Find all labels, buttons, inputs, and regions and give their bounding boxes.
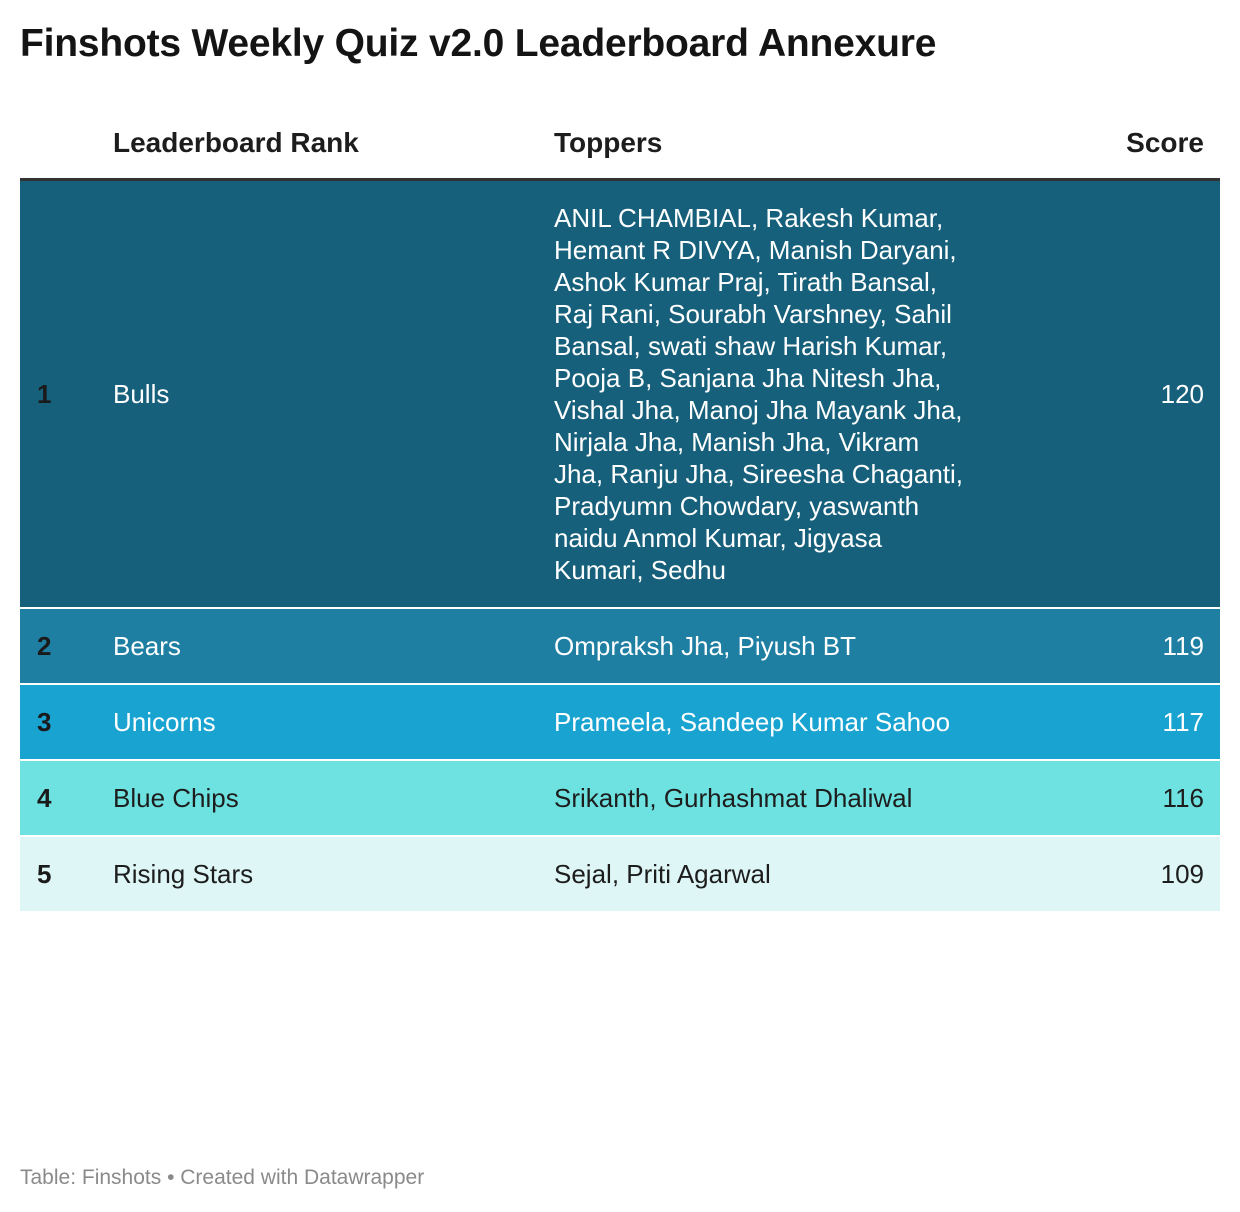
table-header-row: Leaderboard Rank Toppers Score (20, 108, 1220, 181)
score-cell: 117 (994, 684, 1220, 761)
score-cell: 109 (994, 836, 1220, 913)
row-number-cell: 3 (20, 684, 113, 761)
toppers-cell: Srikanth, Gurhashmat Dhaliwal (554, 760, 994, 837)
source-footer: Table: Finshots • Created with Datawrapp… (20, 1166, 425, 1189)
table-row: 5 Rising Stars Sejal, Priti Agarwal 109 (20, 836, 1220, 913)
score-cell: 116 (994, 760, 1220, 837)
table-row: 4 Blue Chips Srikanth, Gurhashmat Dhaliw… (20, 760, 1220, 837)
header-cell-score: Score (994, 108, 1220, 181)
team-name-cell: Unicorns (113, 684, 554, 761)
row-number-cell: 1 (20, 179, 113, 609)
team-name-cell: Bulls (113, 179, 554, 609)
leaderboard-table: Leaderboard Rank Toppers Score 1 Bulls A… (20, 108, 1220, 913)
table-row: 3 Unicorns Prameela, Sandeep Kumar Sahoo… (20, 684, 1220, 761)
header-cell-rank: Leaderboard Rank (113, 108, 554, 181)
header-cell-number (20, 108, 113, 181)
toppers-cell: ANIL CHAMBIAL, Rakesh Kumar, Hemant R DI… (554, 179, 994, 609)
table-row: 2 Bears Ompraksh Jha, Piyush BT 119 (20, 608, 1220, 685)
row-number-cell: 5 (20, 836, 113, 913)
chart-title: Finshots Weekly Quiz v2.0 Leaderboard An… (20, 22, 937, 65)
toppers-cell: Ompraksh Jha, Piyush BT (554, 608, 994, 685)
toppers-cell: Sejal, Priti Agarwal (554, 836, 994, 913)
row-number-cell: 2 (20, 608, 113, 685)
toppers-cell: Prameela, Sandeep Kumar Sahoo (554, 684, 994, 761)
table-row: 1 Bulls ANIL CHAMBIAL, Rakesh Kumar, Hem… (20, 179, 1220, 609)
team-name-cell: Bears (113, 608, 554, 685)
header-cell-toppers: Toppers (554, 108, 994, 181)
score-cell: 120 (994, 179, 1220, 609)
team-name-cell: Blue Chips (113, 760, 554, 837)
team-name-cell: Rising Stars (113, 836, 554, 913)
row-number-cell: 4 (20, 760, 113, 837)
score-cell: 119 (994, 608, 1220, 685)
